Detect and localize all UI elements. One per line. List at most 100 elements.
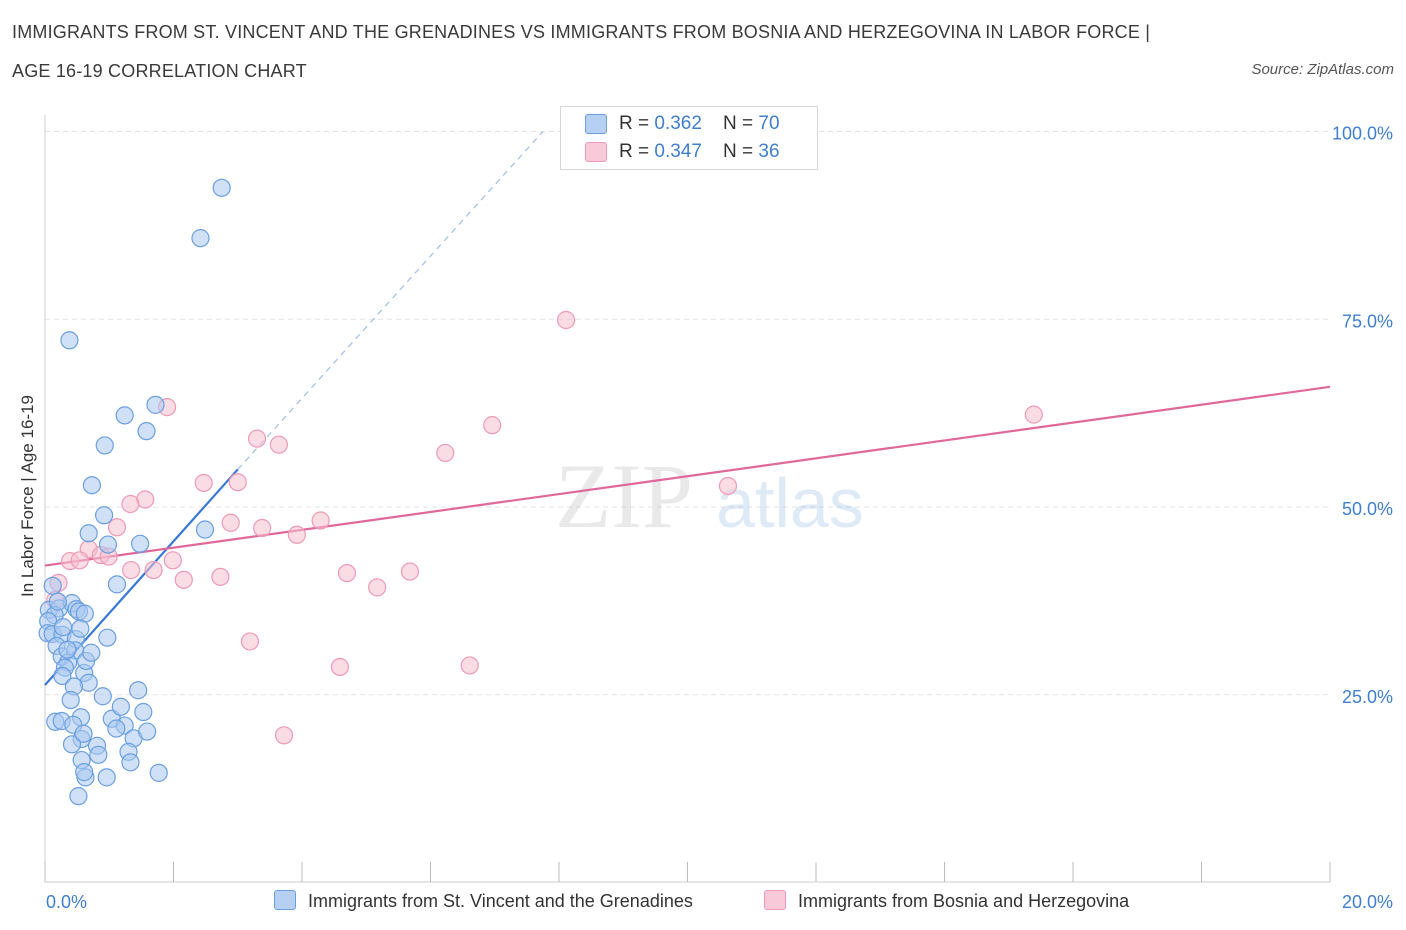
tick-labels: 25.0% 50.0% 75.0% 100.0% 0.0% 20.0% xyxy=(46,124,1393,913)
y-tick-label-75: 75.0% xyxy=(1342,311,1393,331)
series-legend-label-bosnia: Immigrants from Bosnia and Herzegovina xyxy=(798,891,1130,911)
legend-row-bosnia: R = 0.347 N = 36 xyxy=(585,141,780,165)
point-bosnia-11 xyxy=(121,494,140,514)
point-stvincent-56 xyxy=(75,763,94,782)
legend-n-value-bosnia: 36 xyxy=(758,141,780,162)
point-stvincent-5 xyxy=(137,422,156,441)
point-stvincent-54 xyxy=(121,753,140,772)
series-stvincent-points xyxy=(38,178,231,806)
legend-r-value-bosnia: 0.347 xyxy=(654,141,702,162)
trend-lines xyxy=(44,131,1331,686)
point-stvincent-58 xyxy=(149,763,168,782)
legend-r-label: R = xyxy=(619,141,655,162)
point-stvincent-6 xyxy=(95,436,114,455)
point-bosnia-1 xyxy=(1024,405,1043,424)
source-credit: Source: ZipAtlas.com xyxy=(1251,61,1394,78)
x-tick-label-max: 20.0% xyxy=(1342,892,1393,912)
watermark: ZIP atlas xyxy=(555,445,864,547)
point-bosnia-28 xyxy=(400,562,420,581)
point-stvincent-2 xyxy=(60,331,79,350)
point-stvincent-49 xyxy=(138,722,157,741)
x-tick-label-min: 0.0% xyxy=(46,892,87,912)
point-stvincent-9 xyxy=(79,524,98,543)
point-bosnia-15 xyxy=(287,525,306,544)
point-stvincent-61 xyxy=(53,618,73,637)
point-stvincent-46 xyxy=(74,724,93,743)
point-stvincent-59 xyxy=(69,787,88,806)
point-bosnia-3 xyxy=(483,416,502,435)
point-bosnia-7 xyxy=(228,473,247,492)
trend-line-stvincent-extension xyxy=(237,131,544,470)
point-bosnia-16 xyxy=(107,518,127,537)
legend-n-label: N = xyxy=(723,113,759,134)
legend-n-value-stvincent: 70 xyxy=(758,113,780,134)
point-bosnia-33 xyxy=(330,657,350,677)
point-bosnia-34 xyxy=(460,656,479,675)
point-bosnia-27 xyxy=(337,563,357,583)
point-stvincent-7 xyxy=(82,476,102,495)
point-bosnia-13 xyxy=(221,513,240,532)
chart-title-line2: AGE 16-19 CORRELATION CHART xyxy=(12,61,307,81)
point-stvincent-66 xyxy=(93,687,112,706)
point-stvincent-3 xyxy=(115,406,134,425)
point-stvincent-62 xyxy=(58,640,77,659)
watermark-zip: ZIP xyxy=(555,445,693,547)
point-stvincent-47 xyxy=(107,719,126,738)
y-axis-label: In Labor Force | Age 16-19 xyxy=(18,395,37,597)
series-legend-label-stvincent: Immigrants from St. Vincent and the Gren… xyxy=(308,891,693,911)
legend-row-stvincent: R = 0.362 N = 70 xyxy=(585,113,780,137)
point-stvincent-11 xyxy=(195,520,215,539)
point-stvincent-4 xyxy=(146,395,165,414)
point-bosnia-9 xyxy=(718,476,738,496)
y-tick-label-50: 50.0% xyxy=(1342,499,1393,519)
point-stvincent-20 xyxy=(75,604,94,623)
point-bosnia-23 xyxy=(144,560,163,580)
point-bosnia-12 xyxy=(311,511,330,530)
point-stvincent-12 xyxy=(98,535,118,554)
point-bosnia-35 xyxy=(274,726,294,745)
point-bosnia-32 xyxy=(240,632,260,651)
legend-swatch-blue xyxy=(585,113,607,134)
y-tick-label-25: 25.0% xyxy=(1342,687,1393,707)
point-stvincent-14 xyxy=(43,576,62,595)
point-bosnia-29 xyxy=(368,578,387,597)
point-stvincent-64 xyxy=(48,592,67,611)
point-stvincent-43 xyxy=(134,702,153,722)
point-stvincent-63 xyxy=(71,619,90,638)
axes xyxy=(44,115,1331,883)
series-legend: Immigrants from St. Vincent and the Gren… xyxy=(0,890,1406,916)
legend-swatch-pink xyxy=(585,141,607,162)
series-legend-swatch-blue xyxy=(274,890,296,910)
point-stvincent-45 xyxy=(62,735,82,754)
series-legend-stvincent: Immigrants from St. Vincent and the Gren… xyxy=(274,890,693,912)
point-bosnia-4 xyxy=(247,429,267,448)
point-bosnia-0 xyxy=(556,310,576,330)
watermark-atlas: atlas xyxy=(716,464,864,542)
point-bosnia-24 xyxy=(163,551,182,570)
point-stvincent-8 xyxy=(95,506,114,525)
point-stvincent-68 xyxy=(61,690,80,710)
point-bosnia-14 xyxy=(253,518,272,538)
y-tick-label-100: 100.0% xyxy=(1332,124,1393,144)
point-stvincent-65 xyxy=(82,643,101,662)
point-bosnia-25 xyxy=(174,570,193,589)
point-stvincent-69 xyxy=(129,681,148,700)
series-legend-bosnia: Immigrants from Bosnia and Herzegovina xyxy=(764,890,1129,912)
point-stvincent-0 xyxy=(212,178,231,197)
legend-n-label: N = xyxy=(723,141,759,162)
point-bosnia-26 xyxy=(211,567,230,586)
point-stvincent-34 xyxy=(53,666,72,686)
point-stvincent-1 xyxy=(191,229,210,248)
legend-r-value-stvincent: 0.362 xyxy=(654,113,702,134)
point-stvincent-10 xyxy=(130,534,150,553)
point-bosnia-5 xyxy=(269,435,288,454)
point-bosnia-8 xyxy=(194,473,213,493)
point-stvincent-13 xyxy=(107,575,127,594)
point-stvincent-51 xyxy=(89,745,108,764)
point-stvincent-57 xyxy=(97,768,116,787)
legend-r-label: R = xyxy=(619,113,655,134)
point-bosnia-22 xyxy=(121,560,141,580)
chart-title-line1: IMMIGRANTS FROM ST. VINCENT AND THE GREN… xyxy=(12,22,1151,42)
series-legend-swatch-pink xyxy=(764,890,786,910)
